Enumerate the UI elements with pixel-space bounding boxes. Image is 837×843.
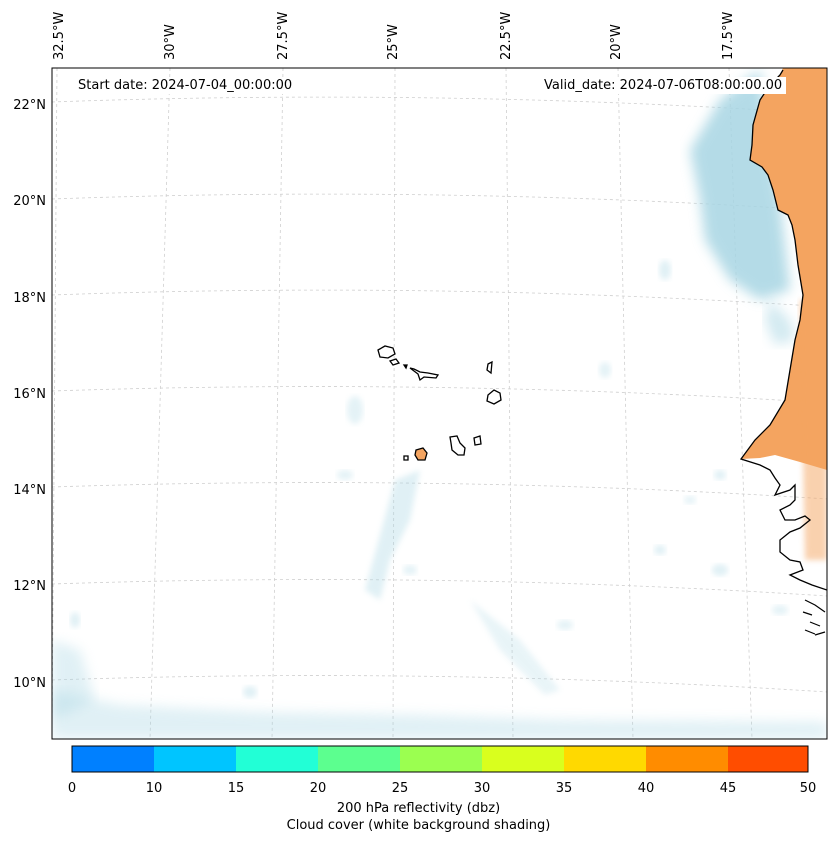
colorbar-tick-20: 20 [309,781,327,796]
colorbar-tick-0: 0 [67,781,77,796]
lat-label-18n: 18°N [13,291,46,306]
island-boa-vista [486,389,502,405]
island-santo-antao [377,345,396,359]
colorbar-segment-30-35 [482,746,564,772]
parallel-16n [52,386,827,404]
cloud-shading-west-coast [765,300,795,345]
colorbar-segment-40-45 [646,746,728,772]
parallel-22n [52,96,827,115]
colorbar-tick-25: 25 [391,781,409,796]
meridian-32-5w [52,68,58,739]
bissagos-islands [802,599,826,636]
cloud-patch-12 [684,496,696,504]
lat-label-22n: 22°N [13,98,46,113]
cloud-patch-4 [654,545,666,555]
parallel-14n [52,482,827,500]
cloud-patch-2 [659,260,671,280]
cloud-shading-south-band [52,690,827,739]
colorbar-tick-15: 15 [227,781,245,796]
colorbar-subtitle: Cloud cover (white background shading) [286,818,551,833]
cloud-patch-9 [557,620,573,630]
cape-verde-islands [377,345,502,461]
parallel-12n [52,579,827,597]
cloud-patch-11 [70,612,80,628]
parallel-18n [52,289,827,308]
cloud-patch-7 [772,605,788,615]
colorbar-title: 200 hPa reflectivity (dbz) [336,801,501,816]
cloud-patch-13 [403,565,417,575]
africa-coastline [739,69,827,591]
colorbar-tick-40: 40 [637,781,655,796]
meridian-25w [392,68,396,739]
island-santiago [449,435,466,456]
colorbar-segment-10-15 [154,746,236,772]
valid-date-label: Valid_date: 2024-07-06T08:00:00.00 [540,77,787,94]
colorbar-segment-45-50 [728,746,808,772]
lat-label-10n: 10°N [13,676,46,691]
colorbar-segment-15-20 [236,746,318,772]
map-frame [51,67,828,740]
parallel-20n [52,193,827,212]
colorbar-segment-0-10 [72,746,154,772]
lat-label-12n: 12°N [13,579,46,594]
meridian-30w [149,68,171,739]
colorbar-segment-35-40 [564,746,646,772]
island-sal [486,360,493,375]
island-fogo [414,447,428,461]
meridian-27-5w [271,68,284,739]
cloud-streak-central [365,470,420,600]
colorbar-tick-50: 50 [799,781,817,796]
colorbar-tick-45: 45 [719,781,737,796]
cloud-patch-5 [712,564,728,576]
colorbar-tick-35: 35 [555,781,573,796]
meridian-17-5w [728,68,753,739]
cloud-patch-1 [347,396,363,424]
parallel-10n [52,675,827,693]
lat-label-20n: 20°N [13,194,46,209]
start-date-label: Start date: 2024-07-04_00:00:00 [74,77,297,94]
cloud-streak-south [470,600,560,695]
island-santa-luzia [402,364,408,370]
meridian-22-5w [505,68,514,739]
island-maio [473,435,482,446]
colorbar-frame [71,745,809,773]
cloud-patch-8 [337,470,353,480]
cloud-patch-3 [714,470,726,480]
sahel-reflectivity-band [800,300,827,560]
cloud-shading-southwest [52,640,95,720]
colorbar [71,745,809,773]
island-sao-vicente [388,358,401,366]
colorbar-segment-25-30 [400,746,482,772]
island-brava [403,455,409,461]
lat-label-16n: 16°N [13,387,46,402]
graticule [52,68,827,739]
island-sao-nicolau [409,367,440,382]
colorbar-tick-10: 10 [145,781,163,796]
cloud-patch-10 [243,686,257,698]
meridian-20w [617,68,634,739]
colorbar-segment-20-25 [318,746,400,772]
cloud-patch-6 [599,362,611,378]
lat-label-14n: 14°N [13,483,46,498]
colorbar-tick-30: 30 [473,781,491,796]
